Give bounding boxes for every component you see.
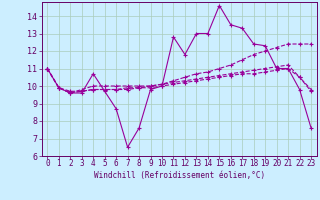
X-axis label: Windchill (Refroidissement éolien,°C): Windchill (Refroidissement éolien,°C) — [94, 171, 265, 180]
